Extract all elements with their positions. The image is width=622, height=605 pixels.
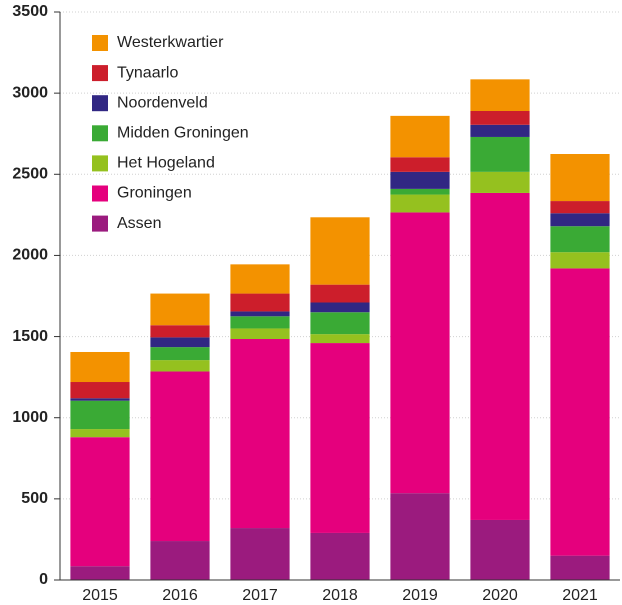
bar-segment [150, 541, 210, 580]
bar-segment [550, 268, 610, 556]
bar-segment [550, 555, 610, 580]
y-tick-label: 0 [39, 571, 48, 588]
bar-segment [230, 264, 290, 294]
legend-label: Midden Groningen [117, 125, 249, 142]
x-tick-label: 2017 [242, 587, 278, 604]
bar-segment [470, 192, 530, 520]
bar-segment [550, 201, 610, 214]
bar-segment [70, 437, 130, 567]
y-tick-label: 1500 [12, 328, 48, 345]
legend-swatch [92, 65, 108, 82]
bar-segment [230, 293, 290, 312]
bar-segment [390, 493, 450, 580]
bar-segment [390, 194, 450, 213]
legend-label: Noordenveld [117, 94, 208, 111]
y-tick-label: 3500 [12, 3, 48, 20]
bar-segment [310, 532, 370, 580]
x-tick-label: 2019 [402, 587, 438, 604]
bar-segment [230, 328, 290, 340]
bar-segment [390, 171, 450, 189]
bar-segment [230, 311, 290, 317]
legend-swatch [92, 185, 108, 202]
bar-segment [470, 519, 530, 580]
x-tick-label: 2016 [162, 587, 198, 604]
legend-swatch [92, 35, 108, 51]
legend-label: Westerkwartier [117, 34, 224, 51]
y-tick-label: 2500 [12, 166, 48, 183]
bar-segment [310, 217, 370, 285]
y-tick-label: 500 [21, 490, 48, 507]
bar-segment [310, 284, 370, 303]
bar-segment [470, 110, 530, 125]
bar-segment [390, 212, 450, 494]
bar-segment [150, 337, 210, 348]
legend-label: Tynaarlo [117, 64, 178, 81]
bar-segment [150, 325, 210, 338]
legend-label: Assen [117, 215, 161, 232]
bar-segment [310, 343, 370, 533]
bar-segment [470, 124, 530, 137]
bar-segment [550, 213, 610, 227]
x-tick-label: 2018 [322, 587, 358, 604]
bar-segment [470, 79, 530, 111]
legend-swatch [92, 155, 108, 172]
bar-segment [390, 115, 450, 158]
bar-segment [310, 312, 370, 335]
bar-segment [550, 226, 610, 253]
bar-segment [150, 360, 210, 372]
bar-segment [150, 347, 210, 361]
bar-segment [230, 316, 290, 329]
bar-segment [70, 351, 130, 383]
bar-segment [550, 154, 610, 202]
bar-segment [390, 188, 450, 195]
legend-label: Groningen [117, 185, 192, 202]
bar-segment [390, 157, 450, 172]
y-tick-label: 2000 [12, 247, 48, 264]
bar-segment [70, 566, 130, 580]
legend-swatch [92, 215, 108, 232]
bar-segment [550, 252, 610, 269]
x-tick-label: 2015 [82, 587, 118, 604]
bar-segment [310, 334, 370, 344]
bar-segment [470, 136, 530, 172]
bar-segment [70, 398, 130, 401]
bar-segment [70, 400, 130, 430]
bar-segment [230, 339, 290, 529]
bar-segment [150, 371, 210, 542]
x-tick-label: 2021 [562, 587, 598, 604]
bar-segment [310, 302, 370, 313]
bar-segment [150, 293, 210, 326]
legend-swatch [92, 95, 108, 112]
bar-segment [70, 429, 130, 438]
bar-segment [70, 382, 130, 399]
y-tick-label: 1000 [12, 409, 48, 426]
bar-segment [470, 171, 530, 193]
y-tick-label: 3000 [12, 84, 48, 101]
bar-segment [230, 528, 290, 580]
legend-swatch [92, 125, 108, 142]
legend-label: Het Hogeland [117, 155, 215, 172]
x-tick-label: 2020 [482, 587, 518, 604]
